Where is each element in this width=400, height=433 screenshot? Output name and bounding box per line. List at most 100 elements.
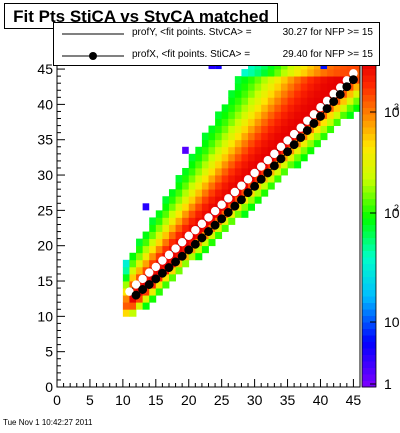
- heatmap-cell: [201, 132, 209, 141]
- heatmap-cell: [122, 302, 130, 310]
- x-tick-label: 15: [148, 392, 164, 408]
- heatmap-cell: [182, 175, 190, 183]
- heatmap-cell: [346, 97, 354, 105]
- heatmap-cell: [149, 231, 157, 240]
- heatmap-cell: [228, 146, 236, 155]
- color-scale-band: [362, 172, 376, 180]
- color-scale-band: [362, 81, 376, 89]
- heatmap-cell: [155, 210, 163, 218]
- heatmap-cell: [188, 182, 196, 190]
- series-point: [171, 244, 180, 253]
- heatmap-cell: [188, 252, 196, 261]
- heatmap-cell: [122, 273, 130, 282]
- heatmap-cell: [234, 153, 242, 162]
- series-point: [197, 233, 207, 243]
- heatmap-cell: [215, 160, 223, 169]
- heatmap-cell: [221, 189, 229, 197]
- heatmap-cell: [280, 83, 288, 91]
- heatmap-cell: [201, 196, 209, 204]
- heatmap-cell: [142, 203, 150, 211]
- color-scale-band: [362, 107, 376, 115]
- heatmap-cell: [300, 90, 308, 98]
- series-point: [131, 290, 141, 300]
- heatmap-cell: [333, 69, 341, 77]
- heatmap-cell: [188, 196, 196, 204]
- series-point: [204, 227, 213, 237]
- heatmap-cell: [327, 83, 335, 91]
- z-tick-label: 10: [384, 314, 400, 330]
- series-point: [276, 142, 286, 151]
- heatmap-cell: [129, 266, 137, 275]
- x-axis: 0 5 10 15 20 25 30 35 40 45: [53, 379, 361, 408]
- heatmap-cell: [208, 139, 216, 148]
- heatmap-cell: [175, 217, 183, 225]
- heatmap-cell: [274, 175, 282, 183]
- heatmap-cell: [129, 309, 137, 317]
- heatmap-cell: [234, 160, 242, 169]
- heatmap-cell: [182, 167, 190, 176]
- heatmap-cell: [234, 167, 242, 176]
- heatmap-cell: [261, 189, 269, 197]
- heatmap-cell: [287, 160, 295, 169]
- color-scale-band: [362, 244, 376, 251]
- heatmap-cell: [221, 111, 229, 119]
- heatmap-cell: [313, 90, 321, 98]
- heatmap-cell: [234, 175, 242, 183]
- heatmap-cell: [221, 167, 229, 176]
- heatmap-cell: [175, 203, 183, 211]
- heatmap-cell: [320, 83, 328, 91]
- y-tick-label: 30: [37, 167, 53, 183]
- color-scale-band: [362, 257, 376, 264]
- heatmap-cell: [300, 153, 308, 162]
- series-point: [190, 239, 200, 249]
- heatmap-cell: [294, 76, 302, 84]
- legend-entry-profx: profX, <fit points. StiCA> = 29.40 for N…: [54, 45, 379, 67]
- heatmap-cell: [162, 224, 170, 232]
- heatmap-cell: [340, 111, 348, 119]
- heatmap-cell: [300, 76, 308, 84]
- heatmap-cell: [320, 132, 328, 141]
- heatmap-cell: [136, 295, 144, 303]
- heatmap-cell: [254, 196, 262, 204]
- z-tick-exponent: 2: [394, 203, 399, 213]
- series-point: [349, 69, 358, 78]
- heatmap-cell: [254, 83, 262, 91]
- heatmap-cell: [300, 104, 308, 112]
- z-tick-label: 1: [384, 376, 392, 392]
- timestamp: Tue Nov 1 10:42:27 2011: [3, 418, 93, 427]
- heatmap-cell: [175, 196, 183, 204]
- heatmap-cell: [274, 167, 282, 176]
- heatmap-cell: [333, 111, 341, 119]
- heatmap-cell: [280, 118, 288, 126]
- heatmap-cell: [142, 245, 150, 254]
- heatmap-cell: [175, 210, 183, 218]
- heatmap-cell: [162, 281, 170, 289]
- heatmap-cell: [168, 224, 176, 232]
- legend-label: profX, <fit points. StiCA> =: [132, 49, 251, 60]
- legend: profY, <fit points. StvCA> = 30.27 for N…: [53, 22, 380, 66]
- series-point: [131, 280, 141, 289]
- heatmap-cell: [267, 76, 275, 84]
- heatmap-cell: [280, 125, 288, 134]
- y-tick-label: 10: [37, 308, 53, 324]
- heatmap-cell: [149, 295, 157, 303]
- heatmap-cell: [195, 252, 203, 261]
- heatmap-cell: [175, 182, 183, 190]
- series-point: [217, 214, 227, 224]
- heatmap-cell: [122, 281, 130, 289]
- heatmap-cell: [215, 167, 223, 176]
- heatmap-cell: [195, 182, 203, 190]
- heatmap-cell: [280, 111, 288, 119]
- heatmap-cell: [254, 189, 262, 197]
- heatmap-cell: [221, 139, 229, 148]
- series-point: [145, 268, 154, 277]
- color-scale-band: [362, 127, 376, 134]
- heatmap-cell: [142, 302, 150, 310]
- heatmap-cell: [208, 160, 216, 169]
- heatmap-cell: [208, 238, 216, 247]
- heatmap-cell: [287, 69, 295, 77]
- heatmap-cell: [254, 104, 262, 112]
- heatmap-cell: [248, 118, 256, 126]
- heatmap-cell: [248, 196, 256, 204]
- heatmap-cell: [313, 125, 321, 134]
